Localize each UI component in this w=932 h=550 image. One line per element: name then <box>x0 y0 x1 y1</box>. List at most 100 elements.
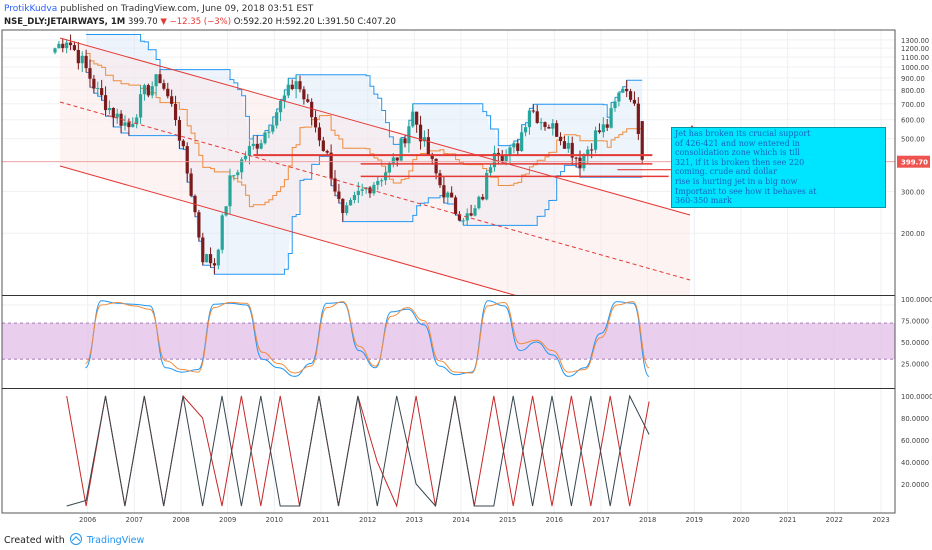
symbol-line: NSE_DLY:JETAIRWAYS, 1M 399.70 ▼ −12.35 (… <box>4 17 396 27</box>
candle-body <box>72 45 77 50</box>
year-tick-label: 2017 <box>592 516 609 524</box>
author-link[interactable]: ProtikKudva <box>4 4 58 14</box>
candle-body <box>205 254 209 263</box>
time-axis[interactable]: 2006 2007 2008 2009 2010 2011 2012 2013 2014 2015… <box>79 516 890 524</box>
candle-body <box>298 81 302 90</box>
candle-body <box>628 91 633 100</box>
donchian-upper-line <box>86 34 643 147</box>
candle-body <box>422 137 427 142</box>
candle-body <box>255 143 259 149</box>
candle-body <box>123 122 127 126</box>
candle-body <box>212 263 217 266</box>
candle-body <box>321 140 325 151</box>
candle-body <box>185 146 189 174</box>
candle-body <box>434 158 438 174</box>
candle-body <box>469 213 473 216</box>
candle-body <box>566 142 570 149</box>
candle-body <box>313 117 318 128</box>
candle-body <box>142 85 147 95</box>
year-tick-label: 2013 <box>406 516 423 524</box>
year-tick-label: 2011 <box>312 516 329 524</box>
candle-body <box>65 42 69 49</box>
candle-body <box>173 103 178 121</box>
year-tick-label: 2018 <box>639 516 656 524</box>
stoch-band <box>2 323 895 360</box>
year-tick-label: 2015 <box>499 516 516 524</box>
candle-body <box>271 125 275 132</box>
candle-body <box>220 215 224 250</box>
candle-body <box>306 99 310 102</box>
candle-body <box>640 121 644 160</box>
last-price-tag-label: 399.70 <box>901 159 928 167</box>
ohlc-high: H:592.20 <box>275 17 315 27</box>
price-tick-label: 700.00 <box>901 101 925 109</box>
candle-body <box>243 155 248 160</box>
candle-body <box>228 175 232 207</box>
candle-body <box>551 123 555 129</box>
candle-body <box>317 127 322 141</box>
candle-body <box>450 192 454 198</box>
candle-body <box>189 173 193 196</box>
aroon-pane <box>66 394 650 508</box>
candle-body <box>325 150 329 153</box>
candle-body <box>88 68 92 79</box>
candle-body <box>61 43 65 49</box>
candle-body <box>570 142 574 158</box>
aroon-tick-label: 80.0000 <box>901 415 929 423</box>
candle-body <box>103 95 108 111</box>
candle-body <box>430 155 434 159</box>
candle-body <box>632 99 637 104</box>
candle-body <box>150 86 154 96</box>
year-tick-label: 2006 <box>79 516 96 524</box>
year-tick-label: 2019 <box>686 516 703 524</box>
candle-body <box>333 178 337 192</box>
candle-body <box>555 123 559 137</box>
year-tick-label: 2022 <box>826 516 843 524</box>
publish-line: ProtikKudva published on TradingView.com… <box>4 4 313 14</box>
tradingview-link[interactable]: TradingView <box>86 535 145 546</box>
candle-body <box>107 107 112 111</box>
candle-body <box>547 127 551 129</box>
publish-info: published on TradingView.com, June 09, 2… <box>60 4 314 14</box>
candle-body <box>613 101 617 109</box>
price-tick-label: 1300.00 <box>901 37 929 45</box>
candle-body <box>477 196 481 209</box>
candle-body <box>516 143 520 151</box>
candle-body <box>68 42 73 46</box>
candle-body <box>158 74 162 84</box>
year-tick-label: 2014 <box>452 516 469 524</box>
candle-body <box>601 124 605 133</box>
candle-body <box>224 206 228 216</box>
stoch-k-line <box>84 300 650 377</box>
year-tick-label: 2021 <box>779 516 796 524</box>
candle-body <box>76 49 80 64</box>
candle-body <box>138 94 143 118</box>
year-tick-label: 2009 <box>219 516 236 524</box>
candle-body <box>485 172 489 200</box>
candle-body <box>543 122 547 128</box>
candle-body <box>539 122 543 124</box>
candle-body <box>609 108 613 128</box>
created-with-label: Created with <box>4 535 65 546</box>
candle-body <box>154 74 158 87</box>
footer: Created with TradingView <box>4 533 144 546</box>
candle-body <box>621 88 625 93</box>
candle-body <box>302 89 306 100</box>
candlestick-series <box>53 34 644 275</box>
annotation-callout[interactable]: Jet has broken its crucial support of 42… <box>671 127 886 208</box>
annotation-line: 321, if it is broken then see 220 <box>675 157 805 167</box>
year-tick-label: 2016 <box>546 516 563 524</box>
candle-body <box>508 147 512 156</box>
candle-body <box>535 111 539 123</box>
candle-body <box>597 130 602 133</box>
annotation-line: rise is hurting jet in a big now <box>675 176 798 186</box>
ohlc-open: O:592.20 <box>233 17 273 27</box>
aroon-tick-label: 60.0000 <box>901 437 929 445</box>
price-tick-label: 800.00 <box>901 87 925 95</box>
candle-body <box>617 92 621 102</box>
candle-body <box>197 212 201 238</box>
price-tick-label: 600.00 <box>901 117 925 125</box>
candle-body <box>504 155 508 161</box>
candle-body <box>380 180 384 182</box>
